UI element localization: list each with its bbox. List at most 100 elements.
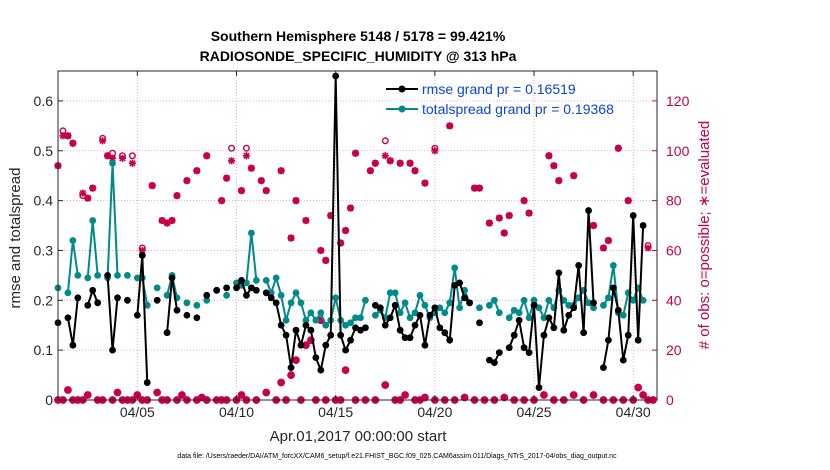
y-right-tick-label: 120 [666,93,690,109]
y-tick-label: 0.4 [34,193,54,209]
rmse-point [540,331,548,339]
obs-evaluated-point [550,162,558,170]
rmse-point [109,346,116,354]
totalspread-point [352,314,359,322]
rmse-point [347,336,354,344]
totalspread-point [307,309,315,317]
obs-evaluated-point [386,157,394,165]
rmse-point [619,356,627,364]
plot-area [58,71,657,400]
x-tick-label: 04/25 [517,404,552,420]
rmse-point [168,274,176,282]
rmse-point [362,324,369,332]
rmse-point [183,311,191,319]
y-tick-label: 0.3 [34,242,54,258]
rmse-point [565,311,573,319]
rmse-point [297,341,305,349]
obs-evaluated-point [193,167,201,175]
rmse-point [223,284,230,292]
y-axis-label: rmse and totalspread [7,168,24,309]
totalspread-point [530,296,538,304]
rmse-point [252,286,260,294]
obs-evaluated-point [118,154,127,162]
rmse-point [436,324,444,332]
totalspread-point [441,309,449,317]
y-right-tick-label: 20 [666,342,682,358]
obs-possible-point [228,144,236,152]
obs-evaluated-point [148,182,156,190]
totalspread-point [446,299,454,307]
rmse-point [614,306,622,314]
rmse-point [104,271,111,279]
obs-evaluated-point [500,229,508,237]
obs-evaluated-point [317,246,325,255]
rmse-point [277,321,285,329]
rmse-point [411,321,419,329]
data-series [54,72,647,391]
totalspread-point [114,271,121,279]
totalspread-point [421,301,429,309]
totalspread-point [476,304,483,312]
rmse-point [401,334,409,342]
totalspread-point [525,314,533,322]
legend-rmse-marker [398,85,406,93]
rmse-point [381,321,389,329]
totalspread-point [619,311,627,319]
rmse-point [391,301,399,309]
rmse-point [490,359,498,367]
totalspread-point [609,262,617,269]
rmse-point [505,344,513,352]
y-tick-label: 0.6 [34,93,54,109]
obs-count-low-point [401,391,410,399]
obs-evaluated-point [222,174,231,182]
totalspread-point [69,237,77,244]
obs-evaluated-point [604,236,613,245]
totalspread-point [639,296,647,304]
obs-count-low-point [292,356,300,365]
y-axis-right-label: # of obs: o=possible; ∗=evaluated [696,121,713,350]
totalspread-point [267,289,275,297]
obs-possible-point [242,144,250,152]
obs-evaluated-point [381,152,389,160]
totalspread-point [629,296,637,304]
obs-count-low-point [262,388,271,397]
obs-evaluated-point [302,216,310,225]
obs-evaluated-point [495,214,503,222]
obs-evaluated-point [485,219,493,227]
rmse-point [386,314,394,322]
rmse-point [337,331,345,339]
totalspread-point [545,296,553,304]
obs-evaluated-point [589,221,598,230]
totalspread-point [585,299,592,307]
obs-count-low-point [500,393,509,402]
totalspread-point [347,319,354,327]
rmse-point [525,349,533,357]
totalspread-point [277,291,285,299]
rmse-point [609,284,617,292]
obs-evaluated-point [128,159,136,167]
obs-count-low-point [540,391,548,399]
obs-evaluated-point [570,172,578,180]
rmse-point [605,336,612,344]
y-tick-label: 0 [45,392,53,408]
totalspread-point [396,309,404,317]
rmse-point [376,304,384,312]
totalspread-point [495,309,503,317]
obs-evaluated-point [366,167,374,175]
rmse-point [535,384,543,391]
obs-evaluated-point [644,244,652,252]
obs-evaluated-point [292,197,300,205]
rmse-point [133,311,141,319]
obs-evaluated-point [371,159,379,167]
x-tick-label: 04/05 [120,404,155,420]
rmse-point [634,336,642,344]
obs-evaluated-point [89,184,97,192]
obs-evaluated-point [341,226,350,235]
obs-evaluated-point [351,149,360,157]
totalspread-point [203,296,211,304]
obs-evaluated-point [277,167,285,175]
rmse-point [272,299,280,307]
obs-evaluated-point [475,184,484,192]
rmse-point [639,222,647,229]
